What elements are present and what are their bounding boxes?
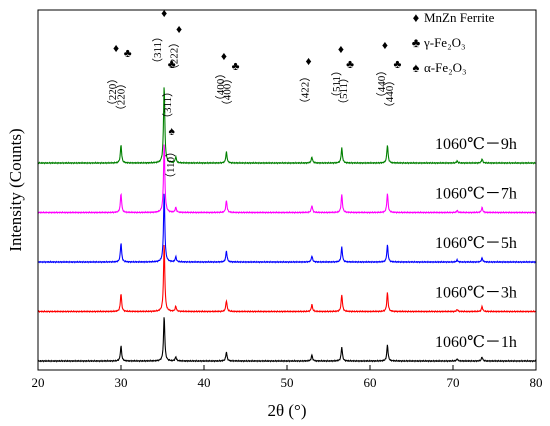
legend-label-0: MnZn Ferrite [424,10,495,25]
legend-label-1: γ-Fe₂O₃ [423,35,466,50]
annotation-symbol-11: ♣ [393,57,401,71]
annotation-label-6: （400） [221,73,234,112]
series-curve-3 [37,144,537,215]
series-curves [37,87,537,363]
x-tick-label-3: 50 [281,375,294,390]
annotation-symbol-12: ♠ [168,124,175,138]
annotation-symbol-1: ♣ [124,46,132,60]
series-curve-4 [37,87,537,165]
legend: ♦ MnZn Ferrite♣ γ-Fe₂O₃♠ α-Fe₂O₃ [412,10,495,75]
series-labels: 1060℃－1h 1060℃－3h 1060℃－5h 1060℃－7h 1060℃－9h [435,136,517,351]
annotation-label-0: （220） [106,73,119,112]
annotation-symbol-4: ♣ [168,57,176,71]
annotation-symbol-2: ♦ [161,6,167,20]
series-label-1: 1060℃－3h [435,285,517,302]
x-axis-label: 2θ (°) [267,401,306,420]
series-curve-2 [37,193,537,264]
y-axis-label: Intensity (Counts) [6,128,25,251]
legend-symbol-1: ♣ [412,35,421,50]
peak-annotations: ♦（220）♣（220）♦（311）♦（222）♣（311）♦（400）♣（40… [106,6,401,184]
series-curve-1 [37,244,537,314]
annotation-symbol-8: ♦ [338,42,344,56]
annotation-symbol-7: ♦ [306,54,312,68]
annotation-label-4: （311） [161,86,174,124]
annotation-label-8: （511） [330,65,343,103]
x-tick-label-5: 70 [447,375,460,390]
series-label-2: 1060℃－5h [435,235,517,252]
annotation-symbol-3: ♦ [176,22,182,36]
x-tick-label-2: 40 [198,375,211,390]
series-label-3: 1060℃－7h [435,186,517,203]
series-label-0: 1060℃－1h [435,334,517,351]
x-tick-label-4: 60 [364,375,377,390]
annotation-symbol-5: ♦ [221,49,227,63]
annotation-symbol-6: ♣ [232,59,240,73]
annotation-label-5: （400） [214,68,227,107]
annotation-label-12: （110） [164,146,177,184]
annotation-label-2: （311） [151,31,164,69]
annotation-label-10: （440） [375,65,388,104]
legend-symbol-0: ♦ [413,10,420,25]
legend-symbol-2: ♠ [413,60,420,75]
series-curve-0 [37,317,537,363]
x-tick-label-1: 30 [115,375,128,390]
series-label-4: 1060℃－9h [435,136,517,153]
x-axis-ticks: 20 30 40 50 60 70 80 [32,365,543,390]
annotation-label-9: （511） [337,72,350,110]
annotation-symbol-9: ♣ [346,57,354,71]
annotation-label-1: （220） [114,78,127,117]
annotation-label-3: （222） [167,37,180,76]
x-tick-label-6: 80 [530,375,543,390]
annotation-symbol-10: ♦ [382,38,388,52]
annotation-label-11: （440） [383,75,396,114]
legend-label-2: α-Fe₂O₃ [424,60,467,75]
x-tick-label-0: 20 [32,375,45,390]
annotation-label-7: （422） [299,71,312,110]
annotation-symbol-0: ♦ [113,41,119,55]
